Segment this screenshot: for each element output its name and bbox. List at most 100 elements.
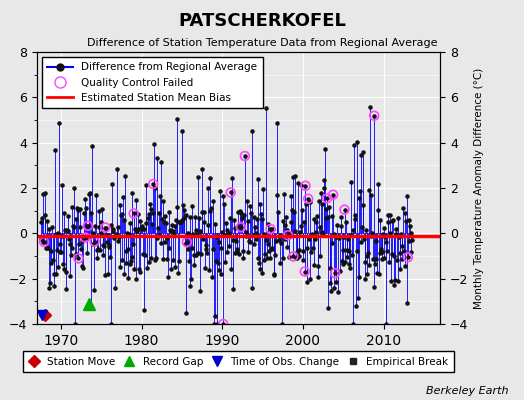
Point — [56, 240, 64, 247]
Point — [174, 270, 182, 276]
Point — [394, 278, 402, 284]
Point — [399, 205, 407, 212]
Point — [62, 268, 71, 275]
Point — [162, 220, 170, 226]
Point — [75, 223, 84, 230]
Point — [126, 220, 135, 226]
Point — [332, 279, 340, 285]
Point — [160, 238, 169, 245]
Point — [119, 270, 128, 277]
Point — [49, 257, 57, 264]
Point — [336, 214, 345, 220]
Point — [290, 209, 298, 215]
Point — [339, 246, 347, 253]
Point — [341, 206, 349, 213]
Point — [127, 258, 135, 264]
Point — [388, 218, 396, 224]
Point — [191, 252, 200, 259]
Point — [336, 268, 344, 274]
Point — [210, 321, 218, 327]
Point — [294, 179, 302, 186]
Point — [141, 182, 150, 188]
Point — [84, 190, 93, 197]
Point — [268, 245, 277, 252]
Point — [326, 264, 335, 271]
Point — [160, 219, 168, 226]
Point — [365, 262, 373, 268]
Point — [252, 236, 260, 242]
Point — [257, 211, 265, 217]
Point — [158, 256, 167, 262]
Point — [335, 235, 343, 241]
Point — [355, 195, 364, 202]
Point — [111, 233, 119, 240]
Point — [222, 220, 230, 226]
Point — [323, 304, 332, 311]
Point — [52, 271, 60, 278]
Point — [242, 233, 250, 239]
Point — [152, 254, 160, 261]
Point — [278, 321, 286, 327]
Point — [334, 233, 342, 240]
Point — [341, 206, 349, 213]
Point — [250, 241, 258, 247]
Point — [154, 225, 162, 231]
Point — [83, 250, 91, 256]
Point — [292, 255, 301, 262]
Point — [117, 211, 126, 217]
Point — [321, 146, 329, 152]
Point — [353, 138, 362, 145]
Point — [322, 215, 331, 221]
Point — [403, 300, 411, 306]
Point — [94, 246, 102, 252]
Point — [240, 212, 248, 218]
Point — [366, 104, 374, 110]
Point — [382, 321, 390, 327]
Point — [77, 206, 85, 212]
Point — [217, 244, 225, 251]
Point — [262, 236, 270, 243]
Point — [220, 201, 228, 207]
Point — [370, 261, 379, 267]
Point — [107, 222, 116, 228]
Point — [267, 226, 275, 232]
Point — [96, 218, 105, 225]
Point — [311, 236, 319, 243]
Point — [151, 256, 159, 263]
Point — [243, 198, 251, 204]
Point — [390, 282, 399, 288]
Point — [342, 219, 350, 225]
Point — [346, 179, 355, 185]
Point — [388, 250, 397, 257]
Point — [193, 231, 201, 238]
Point — [185, 258, 193, 264]
Point — [42, 245, 50, 252]
Point — [148, 221, 156, 228]
Point — [253, 216, 261, 223]
Point — [70, 224, 79, 230]
Point — [225, 229, 234, 236]
Point — [356, 239, 365, 246]
Point — [323, 195, 331, 202]
Point — [179, 206, 188, 213]
Point — [188, 203, 196, 209]
Point — [96, 247, 104, 253]
Point — [161, 213, 170, 219]
Point — [309, 216, 318, 222]
Point — [405, 238, 413, 244]
Point — [208, 274, 216, 280]
Point — [290, 228, 299, 234]
Point — [69, 223, 77, 230]
Point — [99, 241, 107, 248]
Point — [49, 271, 58, 277]
Point — [372, 238, 380, 244]
Point — [202, 242, 210, 248]
Point — [322, 206, 330, 212]
Point — [289, 253, 298, 260]
Point — [115, 233, 123, 240]
Point — [118, 257, 126, 264]
Point — [103, 239, 112, 245]
Point — [282, 243, 291, 250]
Point — [193, 250, 202, 256]
Point — [101, 224, 110, 231]
